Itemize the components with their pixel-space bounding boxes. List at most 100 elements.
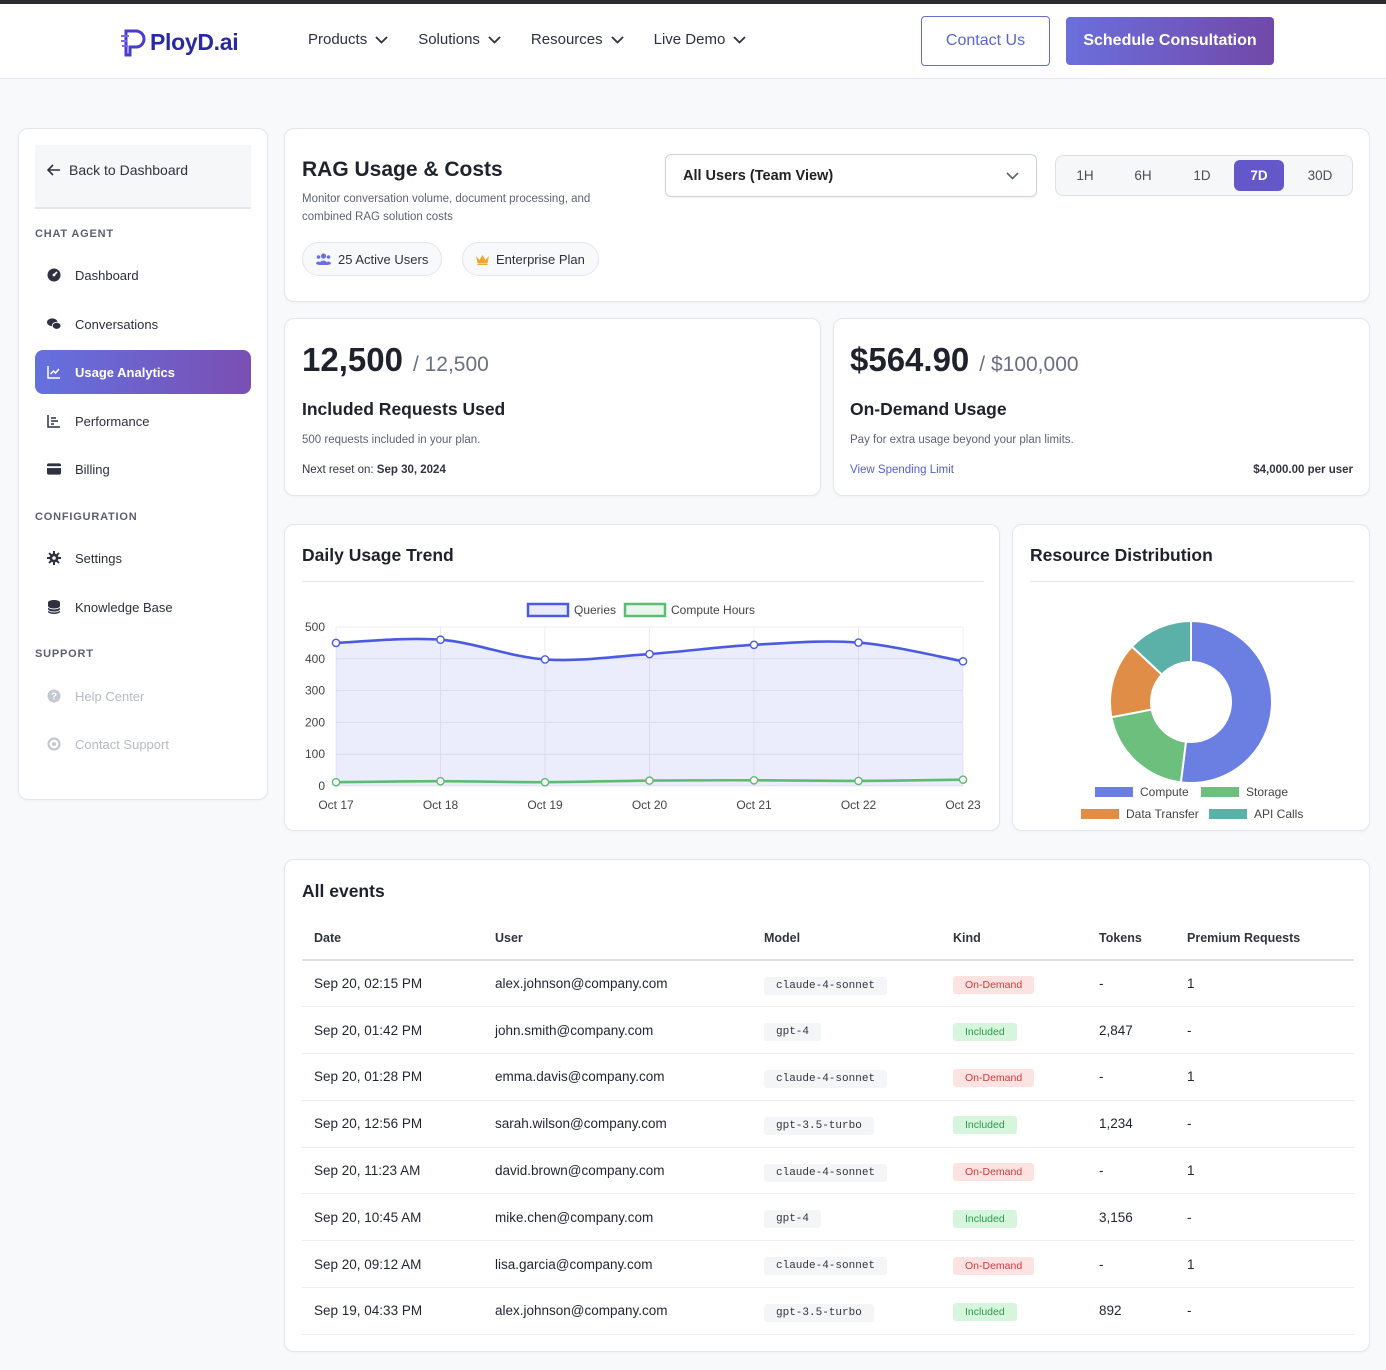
sidebar-item-performance[interactable]: Performance — [35, 399, 251, 443]
contact-us-button[interactable]: Contact Us — [921, 16, 1050, 66]
table-row[interactable]: Sep 19, 04:33 PM alex.johnson@company.com… — [302, 1287, 1354, 1335]
chevron-down-icon — [733, 35, 746, 44]
site-header: PloyD.ai Products Solutions Resources Li… — [0, 4, 1386, 79]
chevron-down-icon — [375, 35, 388, 44]
column-model[interactable]: Model — [752, 916, 941, 961]
range-1h-button[interactable]: 1H — [1076, 168, 1094, 183]
data-point — [645, 649, 654, 659]
column-tokens[interactable]: Tokens — [1087, 916, 1175, 961]
cell-kind: Included — [941, 1193, 1087, 1242]
data-point — [645, 776, 654, 785]
cell-tokens: 2,847 — [1087, 1006, 1175, 1055]
cell-tokens: 1,234 — [1087, 1100, 1175, 1148]
table-row[interactable]: Sep 20, 12:56 PM sarah.wilson@company.com… — [302, 1100, 1354, 1148]
cell-kind: On-Demand — [941, 1240, 1087, 1289]
table-row[interactable]: Sep 20, 02:15 PM alex.johnson@company.com… — [302, 960, 1354, 1008]
nav-live-demo[interactable]: Live Demo — [654, 31, 747, 48]
cell-kind: Included — [941, 1287, 1087, 1335]
column-date[interactable]: Date — [302, 916, 483, 961]
user-scope-select[interactable]: All Users (Team View) — [665, 154, 1037, 197]
logo-icon — [121, 29, 146, 57]
x-tick-label: Oct 19 — [527, 798, 563, 812]
events-table: Date User Model Kind Tokens Premium Requ… — [302, 916, 1354, 1335]
cell-user: alex.johnson@company.com — [483, 1287, 752, 1335]
model-tag: claude-4-sonnet — [764, 1163, 888, 1182]
range-30d-button[interactable]: 30D — [1307, 168, 1333, 183]
cell-date: Sep 20, 01:28 PM — [302, 1053, 483, 1101]
model-tag: claude-4-sonnet — [764, 1257, 888, 1276]
nav-label: Resources — [530, 31, 603, 48]
nav-resources[interactable]: Resources — [531, 31, 624, 48]
table-row[interactable]: Sep 20, 01:28 PM emma.davis@company.com cl… — [302, 1053, 1354, 1101]
legend-swatch — [1201, 787, 1239, 797]
sidebar-item-label: Settings — [75, 550, 122, 566]
sidebar-item-label: Usage Analytics — [75, 364, 175, 380]
included-requests-card: 12,500 / 12,500 Included Requests Used 5… — [284, 318, 821, 496]
cell-model: claude-4-sonnet — [752, 1053, 941, 1101]
legend-swatch — [623, 602, 667, 618]
cell-user: lisa.garcia@company.com — [483, 1240, 752, 1289]
column-premium-requests[interactable]: Premium Requests — [1175, 916, 1354, 961]
sidebar-item-billing[interactable]: Billing — [35, 447, 251, 491]
legend-swatch — [1209, 809, 1247, 819]
table-row[interactable]: Sep 20, 11:23 AM david.brown@company.com c… — [302, 1147, 1354, 1195]
legend-swatch — [1081, 809, 1119, 819]
legend-label: API Calls — [1254, 807, 1303, 821]
cell-user: david.brown@company.com — [483, 1147, 752, 1195]
table-row[interactable]: Sep 20, 09:12 AM lisa.garcia@company.com c… — [302, 1240, 1354, 1289]
cell-premium-requests: - — [1175, 1193, 1354, 1242]
sidebar-item-usage-analytics[interactable]: Usage Analytics — [35, 350, 251, 394]
nav-products[interactable]: Products — [308, 31, 388, 48]
sidebar-item-knowledge-base[interactable]: Knowledge Base — [35, 585, 251, 629]
gauge-icon — [47, 268, 61, 282]
y-tick-label: 0 — [318, 779, 325, 793]
active-users-chip: 25 Active Users — [302, 242, 443, 276]
range-7d-button[interactable]: 7D — [1234, 160, 1284, 191]
sidebar-item-conversations[interactable]: Conversations — [35, 302, 251, 346]
section-label-support: SUPPORT — [35, 648, 94, 660]
next-reset-date: Sep 30, 2024 — [376, 464, 446, 476]
sidebar-item-label: Performance — [75, 413, 150, 429]
pie-slice-compute — [1179, 619, 1273, 784]
logo[interactable]: PloyD.ai — [120, 26, 239, 58]
main-nav: Products Solutions Resources Live Demo — [308, 31, 746, 48]
sidebar-item-settings[interactable]: Settings — [35, 536, 251, 580]
sidebar-item-dashboard[interactable]: Dashboard — [35, 253, 251, 297]
view-spending-limit-link[interactable]: View Spending Limit — [850, 464, 954, 476]
y-tick-label: 100 — [305, 747, 325, 761]
table-row[interactable]: Sep 20, 01:42 PM john.smith@company.com gp… — [302, 1006, 1354, 1055]
range-6h-button[interactable]: 6H — [1134, 168, 1152, 183]
question-circle-icon: ? — [47, 689, 61, 703]
model-tag: gpt-4 — [764, 1023, 822, 1042]
events-title: All events — [302, 881, 385, 901]
kind-badge: Included — [953, 1303, 1017, 1322]
data-point — [331, 638, 341, 648]
table-row[interactable]: Sep 20, 10:45 AM mike.chen@company.com gpt… — [302, 1193, 1354, 1242]
range-1d-button[interactable]: 1D — [1193, 168, 1211, 183]
included-requests-limit: / 12,500 — [412, 353, 489, 376]
column-user[interactable]: User — [483, 916, 752, 961]
cell-user: alex.johnson@company.com — [483, 960, 752, 1008]
cell-premium-requests: 1 — [1175, 1147, 1354, 1195]
sidebar-item-help-center[interactable]: ? Help Center — [35, 674, 251, 718]
legend-label: Data Transfer — [1126, 807, 1199, 821]
cell-user: emma.davis@company.com — [483, 1053, 752, 1101]
column-kind[interactable]: Kind — [941, 916, 1087, 961]
cell-tokens: - — [1087, 1240, 1175, 1289]
cell-premium-requests: 1 — [1175, 1240, 1354, 1289]
kind-badge: On-Demand — [953, 1256, 1035, 1275]
cell-model: claude-4-sonnet — [752, 1240, 941, 1289]
y-tick-label: 200 — [305, 715, 325, 729]
bar-chart-icon — [47, 414, 61, 428]
kind-badge: Included — [953, 1116, 1017, 1135]
on-demand-value: $564.90 — [850, 341, 970, 378]
cell-premium-requests: 1 — [1175, 960, 1354, 1008]
back-to-dashboard-link[interactable]: Back to Dashboard — [35, 145, 251, 209]
sidebar-item-label: Contact Support — [75, 736, 169, 752]
resource-distribution-card: Resource Distribution Compute Storage Data… — [1012, 524, 1370, 831]
plan-chip: Enterprise Plan — [462, 242, 599, 276]
schedule-consultation-button[interactable]: Schedule Consultation — [1066, 17, 1274, 65]
cell-tokens: - — [1087, 1147, 1175, 1195]
sidebar-item-contact-support[interactable]: Contact Support — [35, 722, 251, 766]
nav-solutions[interactable]: Solutions — [418, 31, 501, 48]
